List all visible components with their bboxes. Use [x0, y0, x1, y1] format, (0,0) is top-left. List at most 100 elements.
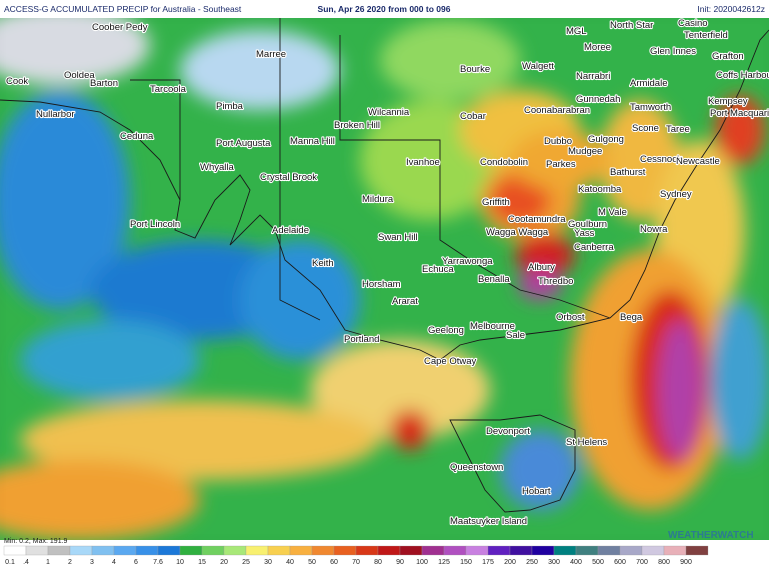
place-label: Griffith: [482, 197, 510, 208]
place-label: Port Lincoln: [130, 219, 180, 230]
place-label: Orbost: [556, 312, 585, 323]
place-label: Condobolin: [480, 157, 528, 168]
place-label: Cobar: [460, 111, 486, 122]
legend-label: 7.6: [153, 559, 163, 566]
legend-swatch: [157, 545, 181, 556]
place-label: Mildura: [362, 194, 394, 205]
legend-label: 150: [460, 559, 472, 566]
legend-label: 250: [526, 559, 538, 566]
legend-label: 700: [636, 559, 648, 566]
legend-label: 20: [220, 559, 228, 566]
place-label: Queenstown: [450, 462, 503, 473]
place-label: Horsham: [362, 279, 401, 290]
place-label: Port Macquarie: [710, 108, 769, 119]
legend-swatch: [135, 545, 159, 556]
place-label: Keith: [312, 258, 334, 269]
place-label: Barton: [90, 78, 118, 89]
legend-label: 100: [416, 559, 428, 566]
place-label: Crystal Brook: [260, 172, 317, 183]
place-label: Sale: [506, 330, 525, 341]
legend-label: 600: [614, 559, 626, 566]
header-bar: [0, 0, 769, 18]
legend-swatch: [355, 545, 379, 556]
place-label: Wagga Wagga: [486, 227, 549, 238]
legend-label: 10: [176, 559, 184, 566]
place-label: Katoomba: [578, 184, 622, 195]
legend-swatch: [311, 545, 335, 556]
place-label: Manna Hill: [290, 136, 335, 147]
place-label: Armidale: [630, 78, 668, 89]
legend-swatch: [179, 545, 203, 556]
legend-swatch: [465, 545, 489, 556]
place-label: Portland: [344, 334, 379, 345]
place-label: Melbourne: [470, 321, 515, 332]
place-label: Coonabarabran: [524, 105, 590, 116]
place-label: Narrabri: [576, 71, 610, 82]
place-label: Hobart: [522, 486, 551, 497]
place-label: Bega: [620, 312, 643, 323]
place-label: Gulgong: [588, 134, 624, 145]
legend-swatch: [575, 545, 599, 556]
legend-label: 500: [592, 559, 604, 566]
legend-swatch: [201, 545, 225, 556]
init-label: Init: 2020042612z: [697, 4, 765, 14]
place-label: Maatsuyker Island: [450, 516, 527, 527]
legend-label: 90: [396, 559, 404, 566]
legend-label: 2: [68, 559, 72, 566]
precip-field: [0, 18, 769, 540]
place-label: Dubbo: [544, 136, 572, 147]
place-label: Cape Otway: [424, 356, 477, 367]
legend-swatch: [223, 545, 247, 556]
legend-label: 4: [112, 559, 116, 566]
legend-label: 125: [438, 559, 450, 566]
legend-swatch: [25, 545, 49, 556]
place-label: Goulburn: [568, 219, 607, 230]
place-label: Tarcoola: [150, 84, 187, 95]
legend-swatch: [267, 545, 291, 556]
legend-label: 60: [330, 559, 338, 566]
place-label: Cootamundra: [508, 214, 566, 225]
legend-label: 200: [504, 559, 516, 566]
legend-swatch: [245, 545, 269, 556]
legend-swatch: [289, 545, 313, 556]
legend-label: 800: [658, 559, 670, 566]
legend-swatch: [113, 545, 137, 556]
legend-swatch: [531, 545, 555, 556]
place-label: Gunnedah: [576, 94, 620, 105]
place-label: Nowra: [640, 224, 668, 235]
place-label: Swan Hill: [378, 232, 418, 243]
legend-swatch: [3, 545, 27, 556]
place-label: Devonport: [486, 426, 530, 437]
place-label: Parkes: [546, 159, 576, 170]
place-label: Yass: [574, 228, 595, 239]
place-label: Mudgee: [568, 146, 602, 157]
legend-label: 30: [264, 559, 272, 566]
place-label: Wilcannia: [368, 107, 410, 118]
legend-swatch: [421, 545, 445, 556]
legend: 0.1 .4 1 2 3 4 6 7.6 10 15 20 25 30 40 50 60 70 80 90 100 12…: [3, 545, 709, 566]
legend-swatch: [377, 545, 401, 556]
legend-swatch: [69, 545, 93, 556]
legend-swatch: [619, 545, 643, 556]
legend-swatch: [663, 545, 687, 556]
place-label: Cook: [6, 76, 28, 87]
legend-label: 0.1: [5, 559, 15, 566]
legend-swatch: [443, 545, 467, 556]
place-label: Coffs Harbour: [716, 70, 769, 81]
place-label: Albury: [528, 262, 555, 273]
place-label: Sydney: [660, 189, 692, 200]
place-label: Adelaide: [272, 225, 309, 236]
place-label: Geelong: [428, 325, 464, 336]
legend-swatch: [685, 545, 709, 556]
legend-swatch: [509, 545, 533, 556]
legend-swatch: [47, 545, 71, 556]
place-label: MGL: [566, 26, 587, 37]
place-label: Coober Pedy: [92, 22, 148, 33]
place-label: Cessnock: [640, 154, 682, 165]
coastline: [0, 18, 769, 513]
place-label: Tamworth: [630, 102, 671, 113]
legend-label: 1: [46, 559, 50, 566]
place-label: Pimba: [216, 101, 244, 112]
